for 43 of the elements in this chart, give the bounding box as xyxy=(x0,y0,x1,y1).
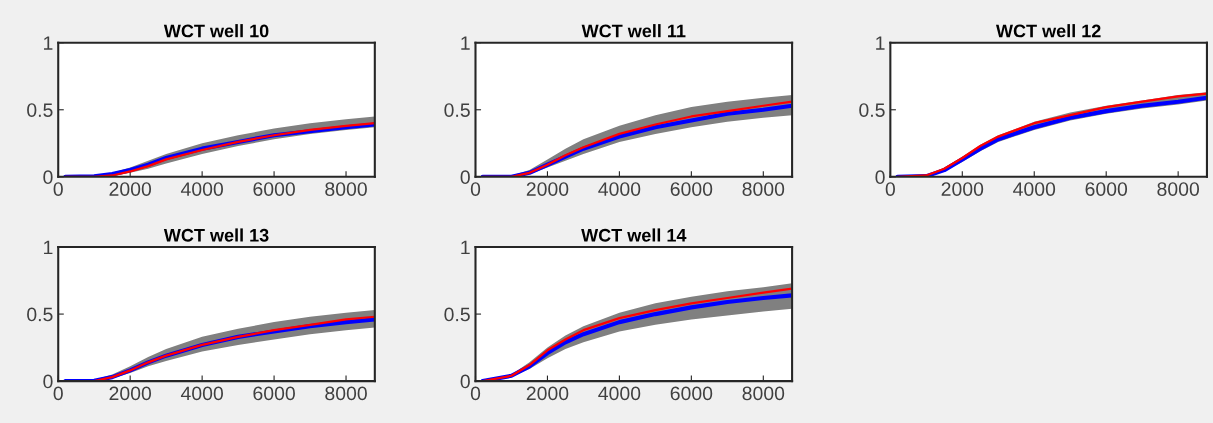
x-tick-label: 0 xyxy=(53,182,63,196)
x-tick-label: 2000 xyxy=(109,386,152,401)
x-tick-label: 2000 xyxy=(526,386,569,401)
y-tick-label: 1 xyxy=(44,240,53,255)
x-tick-label: 4000 xyxy=(1013,182,1056,196)
y-tick-label: 0.5 xyxy=(859,103,885,118)
y-tick-label: 0.5 xyxy=(27,307,53,322)
x-tick-label: 2000 xyxy=(109,182,152,196)
y-tick-label: 0 xyxy=(875,170,885,185)
y-tick-label: 0.5 xyxy=(444,103,470,118)
chart-title: WCT well 13 xyxy=(163,228,269,242)
x-tick-label: 6000 xyxy=(670,386,713,401)
y-tick-label: 0 xyxy=(460,374,470,389)
x-tick-label: 4000 xyxy=(598,182,641,196)
chart-title: WCT well 10 xyxy=(163,24,269,38)
x-tick-label: 4000 xyxy=(180,182,223,196)
x-tick-label: 6000 xyxy=(253,386,295,401)
y-tick-label: 1 xyxy=(461,36,470,50)
y-tick-label: 0 xyxy=(460,170,470,185)
x-tick-label: 6000 xyxy=(670,182,713,196)
x-tick-label: 8000 xyxy=(1157,182,1200,196)
y-tick-label: 1 xyxy=(461,240,470,255)
x-tick-label: 8000 xyxy=(742,182,785,196)
chart-title: WCT well 12 xyxy=(995,24,1101,38)
chart-title: WCT well 14 xyxy=(581,228,687,242)
x-tick-label: 8000 xyxy=(325,386,367,401)
chart-title: WCT well 11 xyxy=(581,24,686,38)
x-tick-label: 2000 xyxy=(941,182,984,196)
x-tick-label: 4000 xyxy=(598,386,641,401)
y-tick-label: 1 xyxy=(876,36,885,50)
x-tick-label: 6000 xyxy=(1085,182,1128,196)
y-tick-label: 1 xyxy=(44,36,53,50)
x-tick-label: 4000 xyxy=(180,386,223,401)
x-tick-label: 2000 xyxy=(526,182,569,196)
y-tick-label: 0 xyxy=(43,170,53,185)
x-tick-label: 8000 xyxy=(742,386,785,401)
x-tick-label: 6000 xyxy=(253,182,295,196)
x-tick-label: 0 xyxy=(885,182,895,196)
x-tick-label: 8000 xyxy=(325,182,367,196)
y-tick-label: 0.5 xyxy=(27,103,53,118)
y-tick-label: 0 xyxy=(43,374,53,389)
x-tick-label: 0 xyxy=(470,182,481,196)
y-tick-label: 0.5 xyxy=(444,307,470,322)
